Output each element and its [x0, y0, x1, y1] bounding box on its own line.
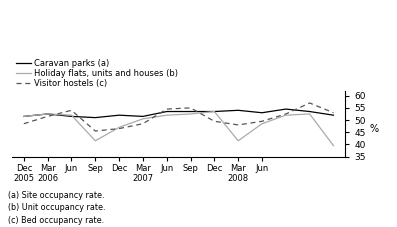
Visitor hostels (c) [188, 106, 193, 109]
Holiday flats, units and houses (b) [69, 114, 74, 116]
Holiday flats, units and houses (b) [188, 113, 193, 115]
Caravan parks (a) [307, 110, 312, 113]
Visitor hostels (c) [260, 120, 264, 123]
Holiday flats, units and houses (b) [164, 114, 169, 116]
Caravan parks (a) [164, 110, 169, 113]
Visitor hostels (c) [21, 122, 26, 125]
Legend: Caravan parks (a), Holiday flats, units and houses (b), Visitor hostels (c): Caravan parks (a), Holiday flats, units … [16, 59, 178, 88]
Holiday flats, units and houses (b) [236, 139, 241, 142]
Caravan parks (a) [212, 110, 217, 113]
Visitor hostels (c) [331, 111, 336, 114]
Caravan parks (a) [117, 114, 121, 116]
Holiday flats, units and houses (b) [260, 122, 264, 125]
Caravan parks (a) [331, 114, 336, 116]
Caravan parks (a) [141, 115, 145, 118]
Visitor hostels (c) [69, 109, 74, 112]
Holiday flats, units and houses (b) [212, 110, 217, 113]
Y-axis label: %: % [370, 124, 379, 134]
Text: (a) Site occupancy rate.
(b) Unit occupancy rate.
(c) Bed occupancy rate.: (a) Site occupancy rate. (b) Unit occupa… [8, 191, 106, 225]
Visitor hostels (c) [117, 127, 121, 130]
Holiday flats, units and houses (b) [93, 139, 98, 142]
Caravan parks (a) [260, 111, 264, 114]
Caravan parks (a) [93, 116, 98, 119]
Line: Visitor hostels (c): Visitor hostels (c) [24, 103, 333, 131]
Caravan parks (a) [21, 115, 26, 118]
Holiday flats, units and houses (b) [21, 115, 26, 118]
Caravan parks (a) [188, 110, 193, 113]
Holiday flats, units and houses (b) [141, 118, 145, 120]
Line: Holiday flats, units and houses (b): Holiday flats, units and houses (b) [24, 111, 333, 146]
Visitor hostels (c) [45, 115, 50, 118]
Holiday flats, units and houses (b) [117, 126, 121, 129]
Caravan parks (a) [283, 108, 288, 111]
Holiday flats, units and houses (b) [331, 144, 336, 147]
Caravan parks (a) [236, 109, 241, 112]
Holiday flats, units and houses (b) [307, 113, 312, 115]
Visitor hostels (c) [93, 130, 98, 132]
Visitor hostels (c) [307, 102, 312, 104]
Visitor hostels (c) [164, 108, 169, 111]
Line: Caravan parks (a): Caravan parks (a) [24, 109, 333, 118]
Visitor hostels (c) [283, 113, 288, 115]
Visitor hostels (c) [141, 122, 145, 125]
Visitor hostels (c) [212, 120, 217, 123]
Holiday flats, units and houses (b) [45, 113, 50, 115]
Caravan parks (a) [45, 113, 50, 115]
Holiday flats, units and houses (b) [283, 114, 288, 116]
Visitor hostels (c) [236, 123, 241, 126]
Caravan parks (a) [69, 115, 74, 118]
